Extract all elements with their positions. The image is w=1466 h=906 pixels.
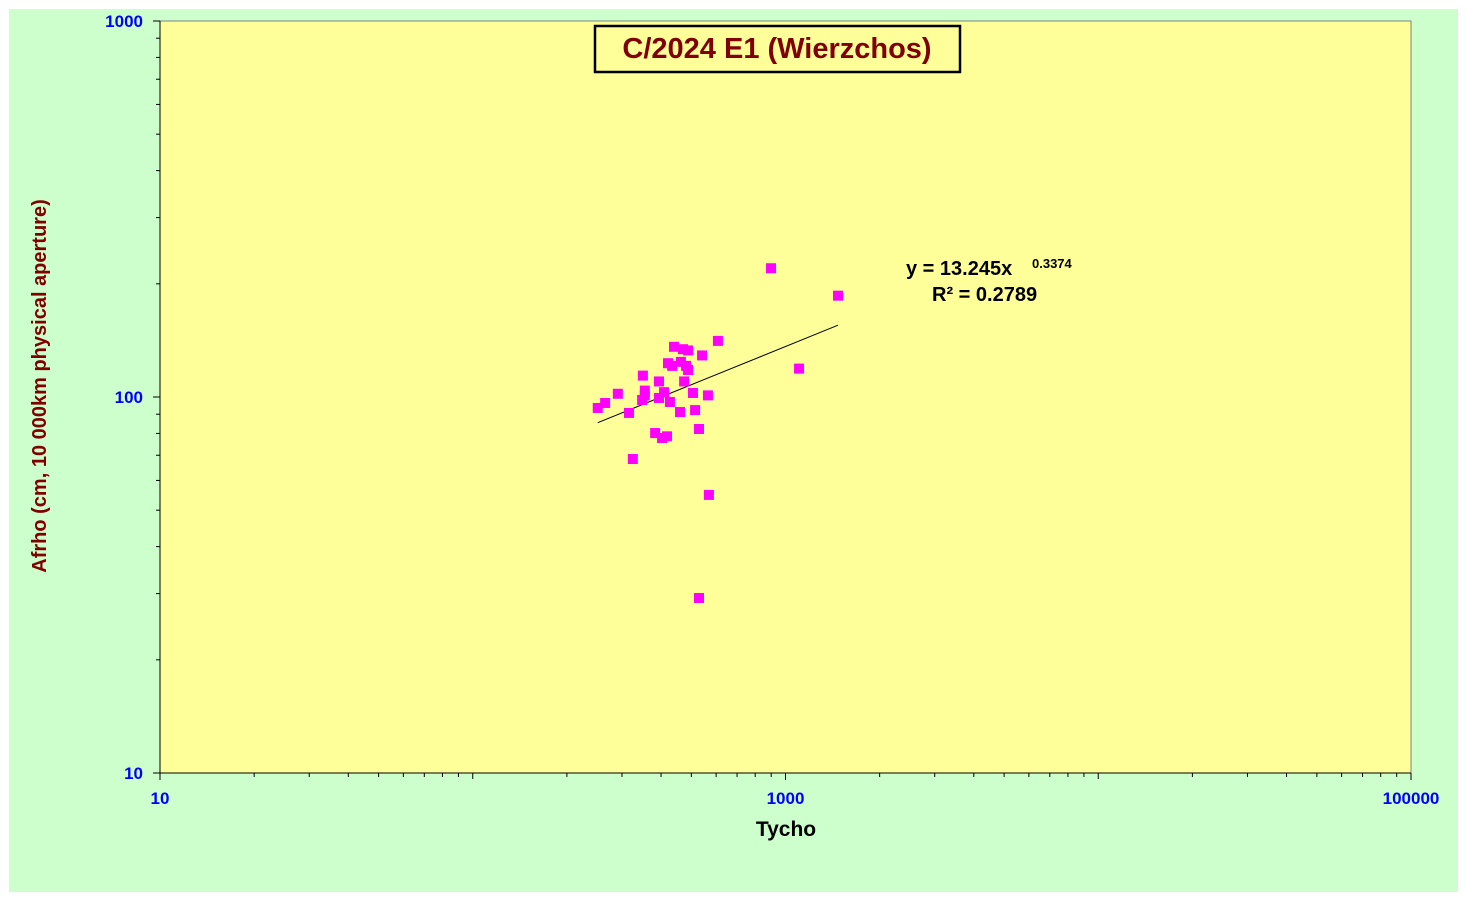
x-tick-label: 100000 [1383,789,1440,808]
trendline-equation: y = 13.245x [906,258,1012,280]
data-point [679,376,690,387]
data-point [664,396,675,407]
plot-area [159,20,1412,774]
data-point [683,364,694,375]
data-point [659,387,670,398]
trendline [597,324,839,424]
data-point [697,350,708,361]
data-point [675,356,686,367]
data-point [683,345,694,356]
data-point [687,387,698,398]
data-point [637,370,648,381]
data-point [675,407,686,418]
data-point [637,394,648,405]
trendline-exponent: 0.3374 [1032,256,1073,271]
data-point [690,405,701,416]
data-point [592,402,603,413]
y-tick-label: 1000 [105,12,143,31]
data-point [694,593,705,604]
data-point [653,392,664,403]
data-point [662,431,673,442]
data-point [677,344,688,355]
data-point [653,376,664,387]
data-point [650,428,661,439]
data-point [794,363,805,374]
data-point [668,341,679,352]
title-box [593,24,962,74]
data-point [612,388,623,399]
y-axis-title: Afrho (cm, 10 000km physical aperture) [29,199,51,572]
data-point [712,335,723,346]
y-tick-label: 10 [124,764,143,783]
data-point [627,454,638,465]
trendline-r-squared: R² = 0.2789 [932,284,1037,306]
x-axis-title: Tycho [756,818,816,841]
data-point [667,360,678,371]
x-tick-label: 1000 [767,789,805,808]
data-point [766,263,777,274]
y-tick-label: 100 [115,388,143,407]
data-point [703,489,714,500]
data-point [833,290,844,301]
data-point [702,390,713,401]
data-point [694,424,705,435]
data-point [600,397,611,408]
data-point [624,407,635,418]
x-tick-label: 10 [151,789,170,808]
chart-title: C/2024 E1 (Wierzchos) [622,33,931,65]
